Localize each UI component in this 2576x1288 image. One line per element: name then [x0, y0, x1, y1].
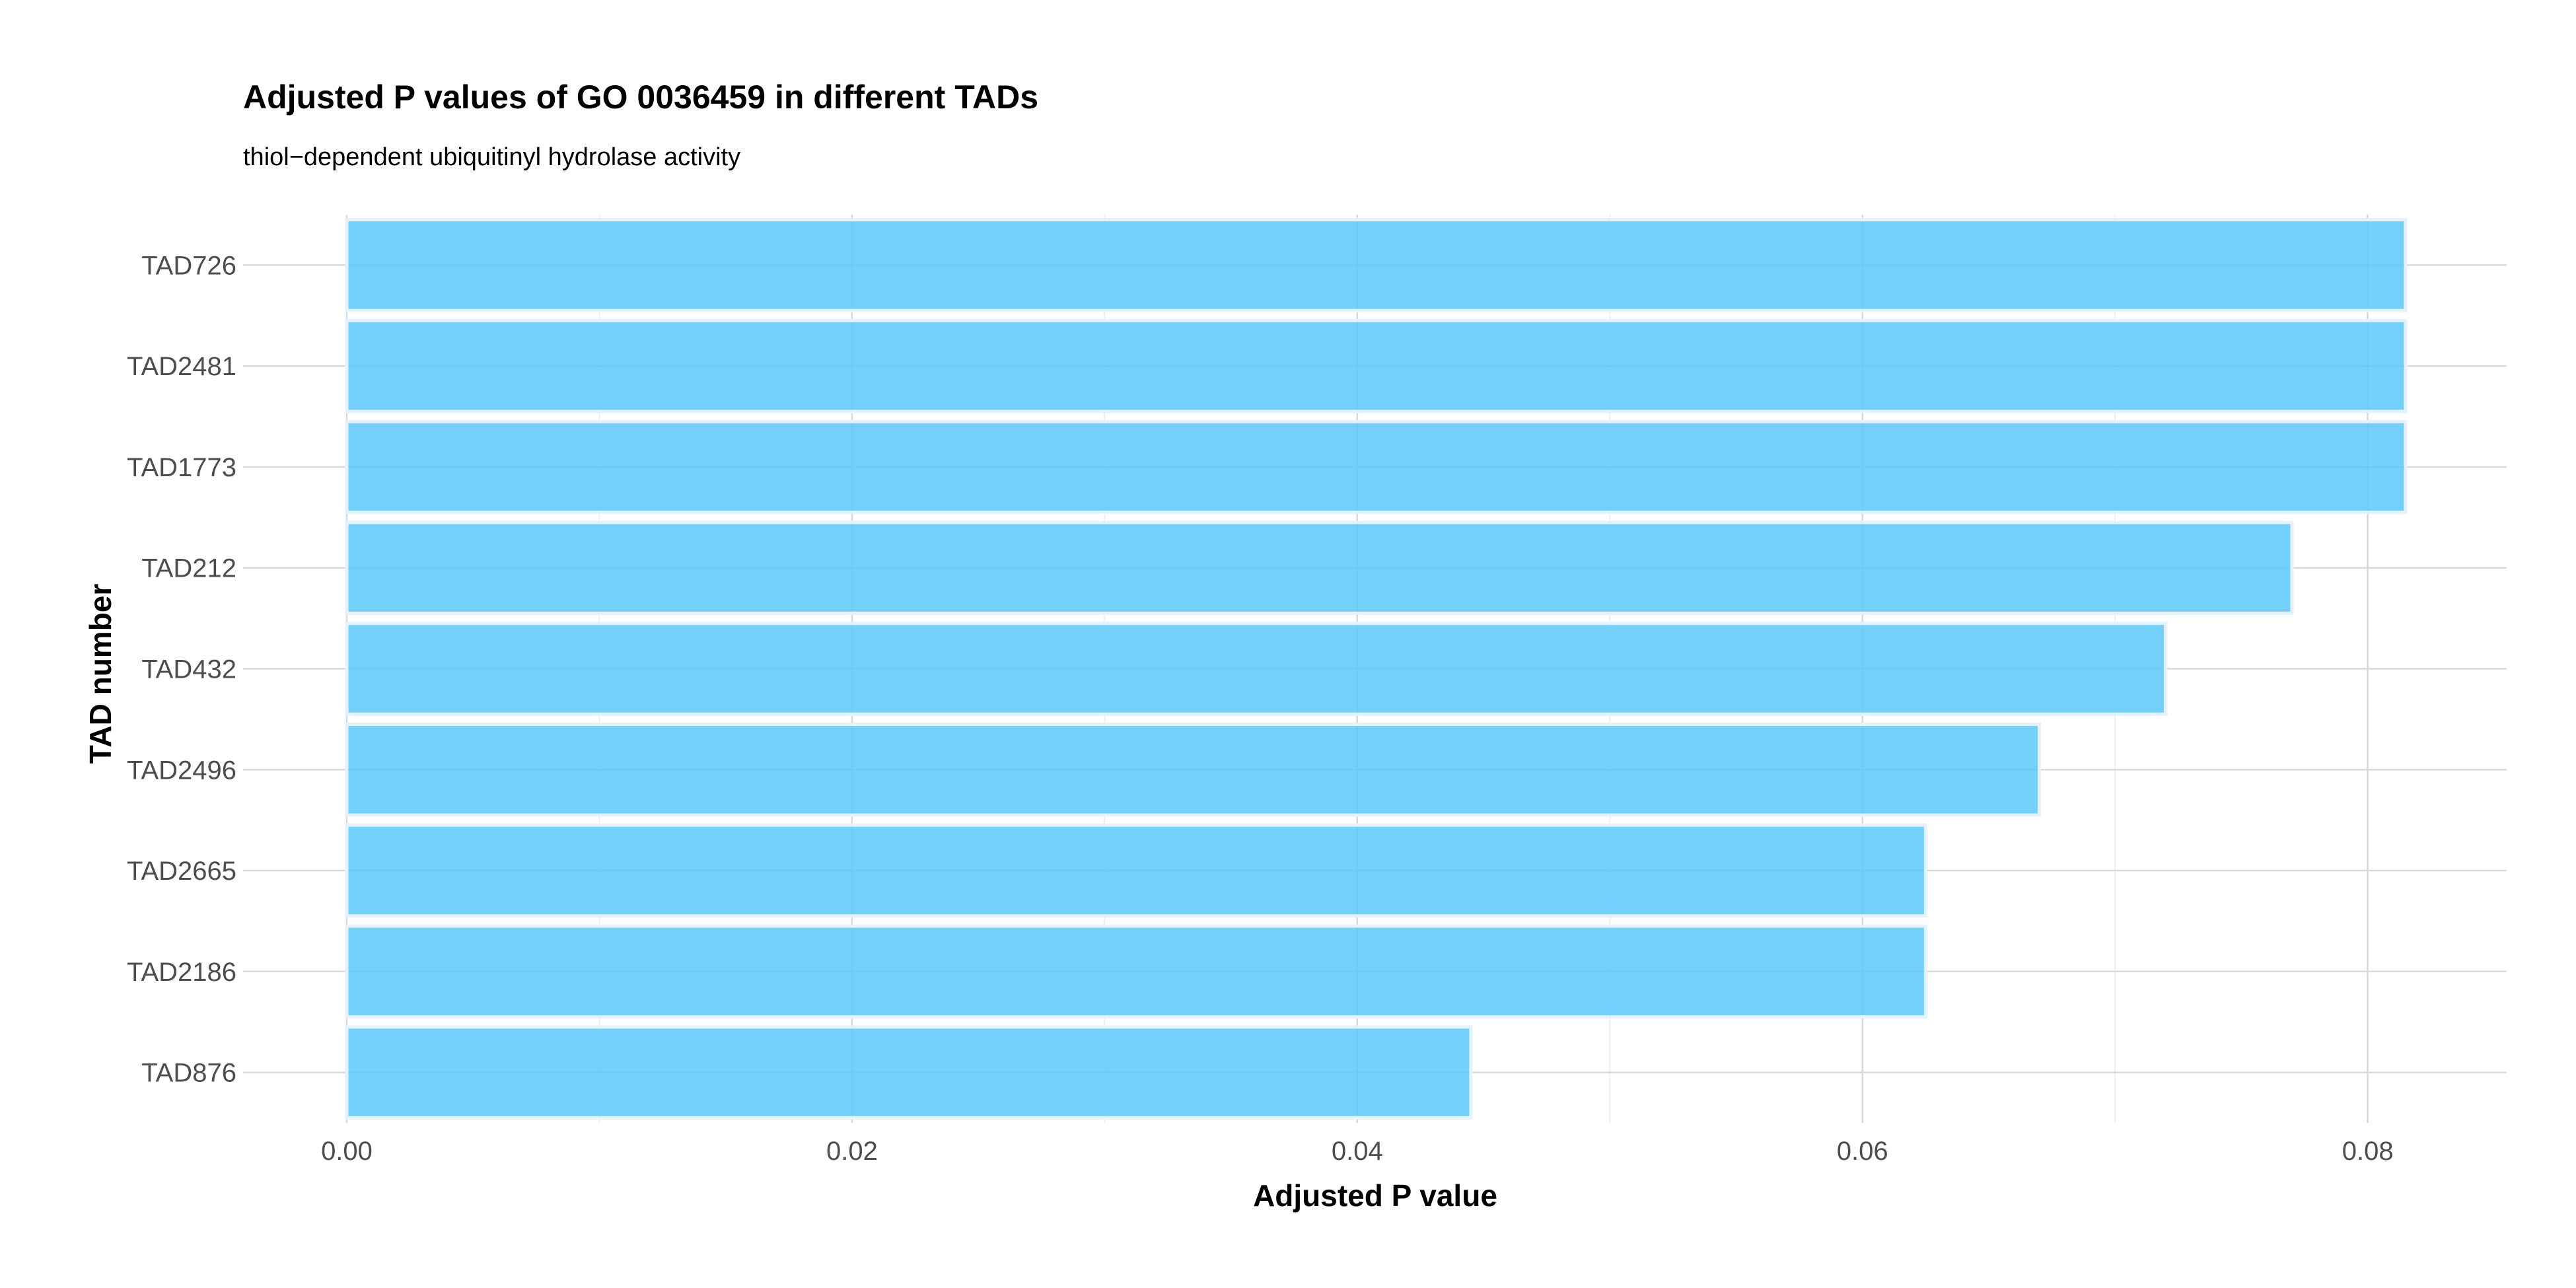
y-tick-label: TAD2481 — [127, 352, 236, 381]
bar — [345, 318, 2408, 413]
y-tick-label: TAD1773 — [127, 453, 236, 482]
chart-subtitle: thiol−dependent ubiquitinyl hydrolase ac… — [243, 143, 740, 171]
bar — [345, 520, 2294, 615]
bar — [345, 419, 2408, 515]
chart-title: Adjusted P values of GO 0036459 in diffe… — [243, 79, 1038, 116]
x-tick-label: 0.04 — [1332, 1137, 1383, 1166]
y-tick-label: TAD726 — [141, 251, 236, 280]
y-tick-label: TAD876 — [141, 1059, 236, 1088]
x-axis-ticks: 0.00 0.02 0.04 0.06 0.08 — [321, 1137, 2394, 1166]
y-axis-ticks: TAD726 TAD2481 TAD1773 TAD212 TAD432 TAD2496 T… — [127, 251, 236, 1087]
x-tick-label: 0.00 — [321, 1137, 373, 1166]
x-tick-label: 0.08 — [2342, 1137, 2394, 1166]
y-tick-label: TAD212 — [141, 554, 236, 583]
y-tick-label: TAD432 — [141, 655, 236, 684]
y-axis-title: TAD number — [83, 584, 118, 764]
bar — [345, 823, 1927, 918]
y-tick-label: TAD2665 — [127, 857, 236, 886]
bar — [345, 218, 2408, 312]
bar — [345, 723, 2041, 817]
y-tick-label: TAD2186 — [127, 958, 236, 987]
bar — [345, 1025, 1473, 1120]
bar — [345, 622, 2168, 716]
y-tick-label: TAD2496 — [127, 756, 236, 785]
x-tick-label: 0.06 — [1837, 1137, 1888, 1166]
bar — [345, 924, 1927, 1019]
x-tick-label: 0.02 — [826, 1137, 878, 1166]
bars — [345, 218, 2408, 1120]
x-axis-title: Adjusted P value — [1253, 1178, 1497, 1213]
